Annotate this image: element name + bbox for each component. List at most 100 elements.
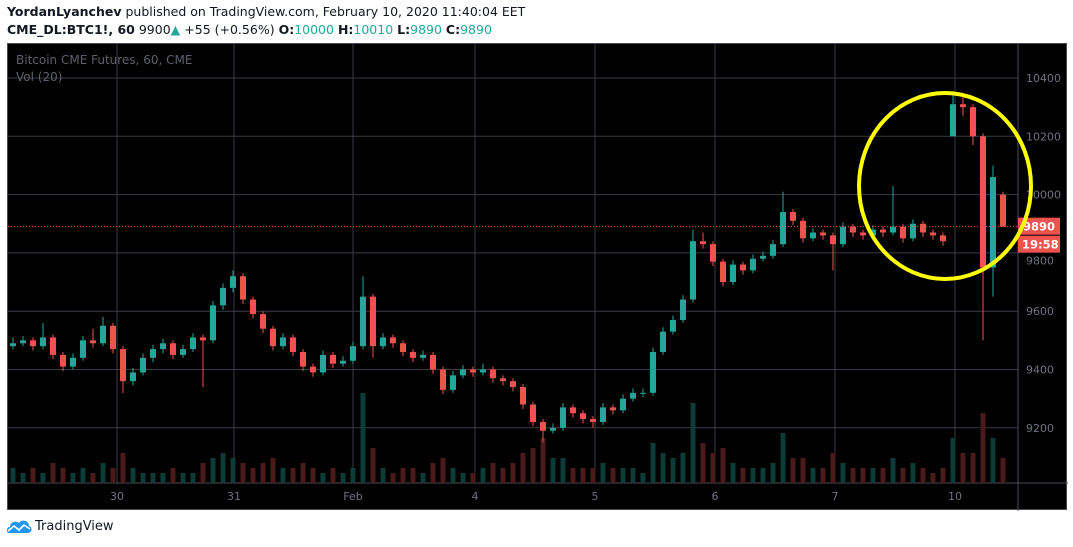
volume-bar [680,453,686,483]
volume-bar [300,463,306,483]
candle-body [690,241,696,300]
candle-body [1000,194,1006,227]
author-name[interactable]: YordanLyanchev [7,4,122,19]
candle-body [280,337,286,347]
volume-bar [160,473,166,483]
countdown-tag-text: 19:58 [1022,238,1059,252]
volume-bar [780,433,786,483]
candle-body [710,244,716,262]
volume-bar [950,438,956,483]
candle-body [210,305,216,341]
volume-bar [910,463,916,483]
volume-bar [180,473,186,483]
candle-body [180,349,186,355]
volume-bar [80,468,86,483]
candle-body [90,340,96,344]
candle-body [980,136,986,268]
candle-body [350,346,356,361]
candle-body [520,386,526,405]
candle-body [370,296,376,347]
volume-bar [890,458,896,483]
volume-bar [700,443,706,483]
price-chart[interactable]: 9200 9400 9600 9800 10000 10200 10400 30 31 Feb 4 5… [7,43,1068,511]
volume-bar [470,473,476,483]
volume-bar [770,463,776,483]
x-tick-label: 7 [832,490,839,503]
x-tick-label: 10 [948,490,962,503]
candle-body [230,276,236,288]
candle-body [660,331,666,353]
volume-bar [490,463,496,483]
volume-bar [210,458,216,483]
candle-body [750,258,756,271]
candle-body [170,343,176,355]
candle-body [600,407,606,422]
volume-bar [900,468,906,483]
candle-body [70,357,76,367]
candle-body [490,369,496,379]
volume-bar [170,468,176,483]
candle-body [580,413,586,420]
candle-body [80,340,86,358]
candle-body [190,337,196,350]
close-value: 9890 [460,22,492,37]
volume-bar [420,473,426,483]
candle-body [990,177,996,268]
candle-body [790,212,796,221]
symbol-info: CME_DL:BTC1!, 60 9900▲ +55 (+0.56%) O:10… [7,22,492,37]
open-label: O: [278,22,295,37]
candle-body [110,325,116,350]
candle-body [10,343,16,347]
volume-bar [390,473,396,483]
volume-bar [330,468,336,483]
volume-bar [110,468,116,483]
brand-name: TradingView [35,518,114,534]
volume-bar [590,468,596,483]
candle-body [330,354,336,364]
volume-bar [640,473,646,483]
candle-body [60,354,66,367]
volume-bar [200,463,206,483]
candle-body [570,407,576,414]
candle-body [100,325,106,344]
volume-bar [880,468,886,483]
last-price-tag-text: 9890 [1023,220,1055,234]
candle-body [530,404,536,422]
candle-body [420,354,426,358]
candle-body [320,354,326,373]
x-tick-label: Feb [343,490,362,503]
candle-body [940,235,946,242]
x-tick-label: 5 [592,490,599,503]
last-price: 9900 [138,22,171,37]
volume-bar [360,393,366,483]
candle-body [640,392,646,394]
candle-body [240,276,246,300]
candle-body [40,337,46,347]
volume-bar [760,468,766,483]
candle-body [620,398,626,411]
volume-bar [90,473,96,483]
candle-body [780,212,786,245]
candle-body [220,287,226,306]
volume-bar [310,468,316,483]
tradingview-logo[interactable]: TradingView [6,518,114,534]
volume-bar [440,458,446,483]
volume-bar [610,468,616,483]
candle-body [360,296,366,347]
candle-body [970,107,976,137]
high-label: H: [337,22,354,37]
volume-bar [400,468,406,483]
countdown-tag [1018,235,1060,253]
volume-bar [810,468,816,483]
y-tick-label: 9800 [1026,255,1054,268]
candle-body [30,340,36,347]
volume-bar [580,468,586,483]
chart-canvas[interactable]: 9200 9400 9600 9800 10000 10200 10400 30 31 Feb 4 5… [8,44,1068,511]
candle-body [410,352,416,358]
chart-legend-title: Bitcoin CME Futures, 60, CME [16,53,193,67]
volume-bar [40,473,46,483]
candle-body [630,392,636,399]
candle-body [800,220,806,239]
volume-bar [650,443,656,483]
volume-bar [820,468,826,483]
